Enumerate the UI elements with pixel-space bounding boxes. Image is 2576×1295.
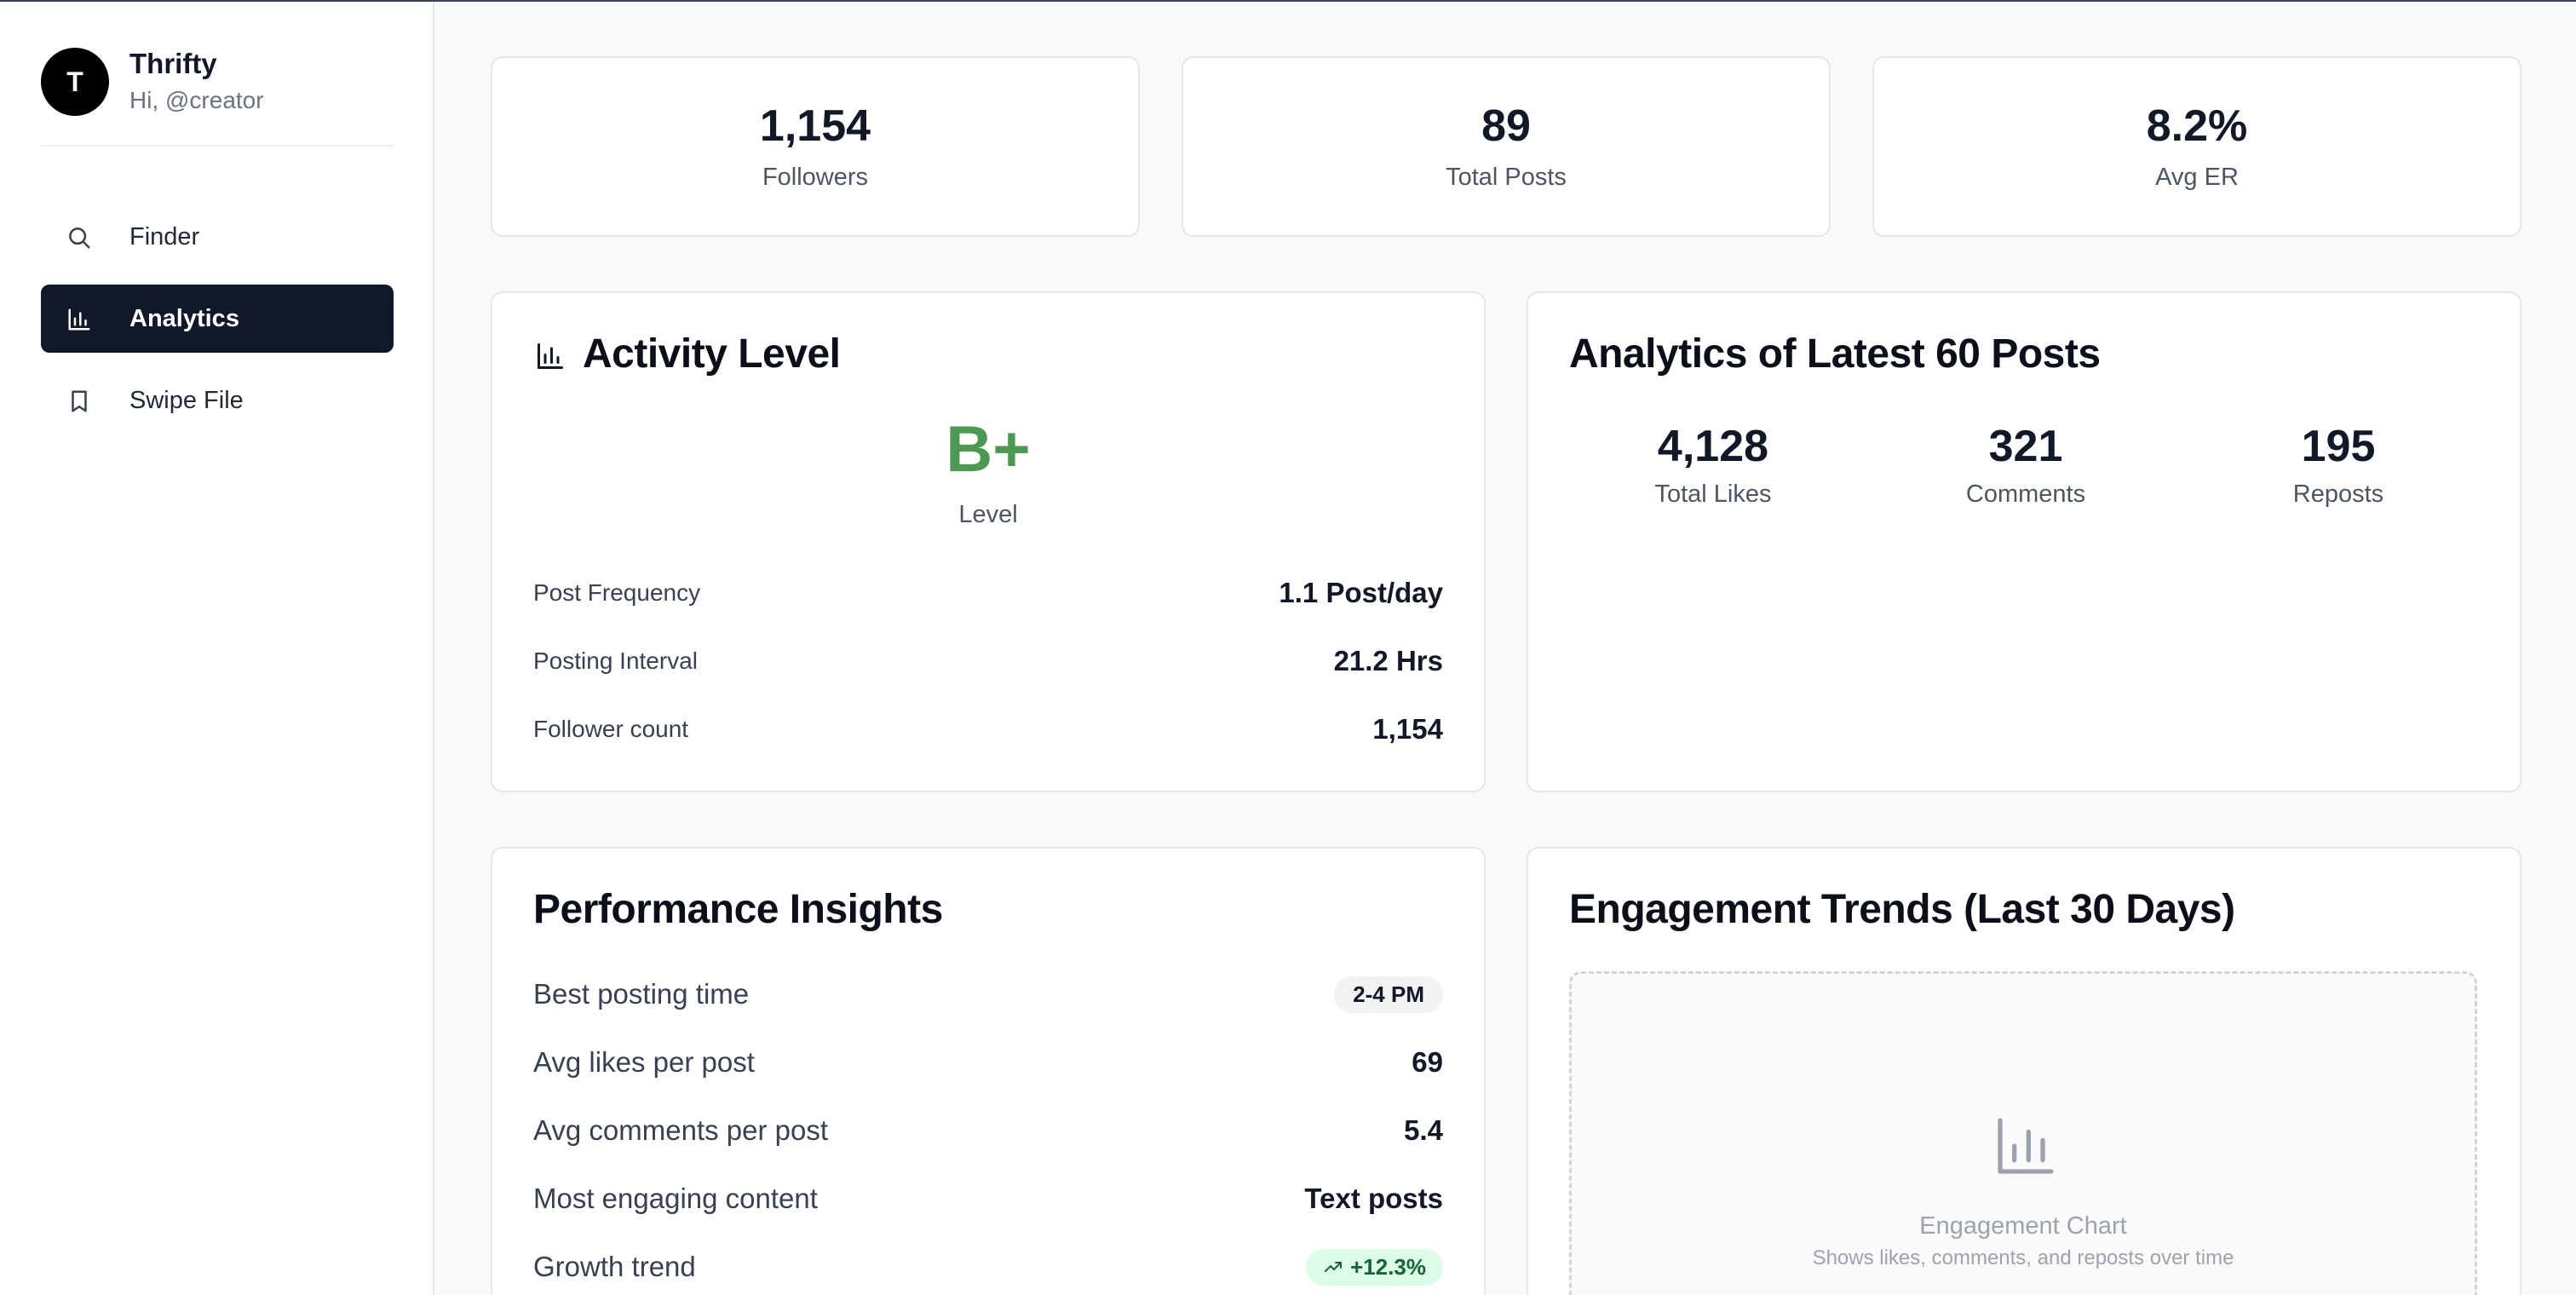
card-title: Activity Level xyxy=(583,331,841,377)
user-greeting: Hi, @creator xyxy=(129,87,264,113)
bar-chart-icon xyxy=(538,343,563,369)
stat-value: 8.2% xyxy=(2146,101,2248,151)
search-icon xyxy=(69,227,90,249)
sidebar-item-label: Swipe File xyxy=(129,386,244,414)
stat-label: Reposts xyxy=(2292,481,2384,508)
bar-chart-icon xyxy=(68,308,90,331)
top-border xyxy=(0,0,2576,2)
row-key: Avg comments per post xyxy=(533,1114,829,1146)
activity-row-posting-interval: Posting Interval 21.2 Hrs xyxy=(533,644,1443,678)
growth-value: +12.3% xyxy=(1350,1253,1426,1280)
stat-label: Total Posts xyxy=(1446,164,1567,191)
latest-stat-reposts: 195 Reposts xyxy=(2211,421,2466,509)
growth-badge: +12.3% xyxy=(1306,1248,1443,1286)
placeholder-title: Engagement Chart xyxy=(1919,1212,2127,1240)
performance-insights-card: Performance Insights Best posting time 2… xyxy=(491,847,1486,1295)
activity-level-card: Activity Level B+ Level Post Frequency 1… xyxy=(491,291,1486,792)
activity-row-follower-count: Follower count 1,154 xyxy=(533,712,1443,746)
placeholder-subtitle: Shows likes, comments, and reposts over … xyxy=(1812,1246,2234,1269)
row-value: 21.2 Hrs xyxy=(1333,645,1443,676)
stat-value: 195 xyxy=(2301,422,2376,471)
stat-value: 1,154 xyxy=(759,101,871,151)
activity-grade-label: Level xyxy=(958,501,1018,528)
sidebar: T Thrifty Hi, @creator Finder Analytics … xyxy=(0,2,434,1295)
insight-row-best-posting-time: Best posting time 2-4 PM xyxy=(533,975,1443,1014)
stat-label: Total Likes xyxy=(1654,481,1772,508)
activity-row-post-frequency: Post Frequency 1.1 Post/day xyxy=(533,576,1443,610)
row-value: 1,154 xyxy=(1372,713,1443,745)
best-time-badge: 2-4 PM xyxy=(1334,976,1443,1013)
stat-value: 89 xyxy=(1481,101,1531,151)
latest-stat-comments: 321 Comments xyxy=(1898,421,2153,509)
stat-card-avg-er: 8.2% Avg ER xyxy=(1872,56,2521,237)
brand-name: Thrifty xyxy=(129,48,217,79)
row-value: 1.1 Post/day xyxy=(1279,577,1443,608)
sidebar-item-label: Finder xyxy=(129,222,200,250)
insight-row-most-engaging: Most engaging content Text posts xyxy=(533,1179,1443,1218)
row-key: Follower count xyxy=(533,716,689,742)
stat-value: 4,128 xyxy=(1657,422,1769,471)
profile-header: T Thrifty Hi, @creator xyxy=(41,48,394,147)
engagement-chart-placeholder: Engagement Chart Shows likes, comments, … xyxy=(1569,971,2477,1295)
stat-value: 321 xyxy=(1988,422,2063,471)
row-key: Posting Interval xyxy=(533,648,698,674)
latest-stat-total-likes: 4,128 Total Likes xyxy=(1585,421,1841,509)
row-value: 5.4 xyxy=(1404,1114,1443,1146)
row-key: Growth trend xyxy=(533,1251,696,1282)
card-title: Performance Insights xyxy=(533,887,943,932)
sidebar-item-label: Analytics xyxy=(129,304,239,332)
stat-card-total-posts: 89 Total Posts xyxy=(1182,56,1831,237)
stat-label: Comments xyxy=(1965,481,2086,508)
row-value: Text posts xyxy=(1304,1183,1443,1214)
sidebar-item-swipe-file[interactable]: Swipe File xyxy=(41,366,394,435)
row-key: Best posting time xyxy=(533,978,750,1010)
card-title: Analytics of Latest 60 Posts xyxy=(1569,331,2101,377)
insight-row-growth-trend: Growth trend +12.3% xyxy=(533,1247,1443,1286)
stat-label: Avg ER xyxy=(2155,164,2239,191)
trending-up-icon xyxy=(1325,1262,1343,1272)
row-value: 69 xyxy=(1412,1046,1443,1078)
row-key: Avg likes per post xyxy=(533,1046,755,1078)
bookmark-icon xyxy=(72,390,87,412)
activity-grade: B+ xyxy=(946,413,1031,486)
sidebar-item-finder[interactable]: Finder xyxy=(41,203,394,271)
bar-chart-icon xyxy=(1998,1118,2054,1174)
insight-row-avg-comments: Avg comments per post 5.4 xyxy=(533,1111,1443,1150)
engagement-trends-card: Engagement Trends (Last 30 Days) Engagem… xyxy=(1527,847,2521,1295)
sidebar-nav: Finder Analytics Swipe File xyxy=(41,203,394,448)
row-key: Most engaging content xyxy=(533,1183,818,1214)
insight-row-avg-likes: Avg likes per post 69 xyxy=(533,1043,1443,1082)
sidebar-item-analytics[interactable]: Analytics xyxy=(41,285,394,353)
stat-card-followers: 1,154 Followers xyxy=(491,56,1140,237)
latest-posts-card: Analytics of Latest 60 Posts 4,128 Total… xyxy=(1527,291,2521,792)
row-key: Post Frequency xyxy=(533,579,701,606)
stat-label: Followers xyxy=(762,164,869,191)
avatar[interactable]: T xyxy=(41,48,109,116)
card-title: Engagement Trends (Last 30 Days) xyxy=(1569,887,2235,932)
